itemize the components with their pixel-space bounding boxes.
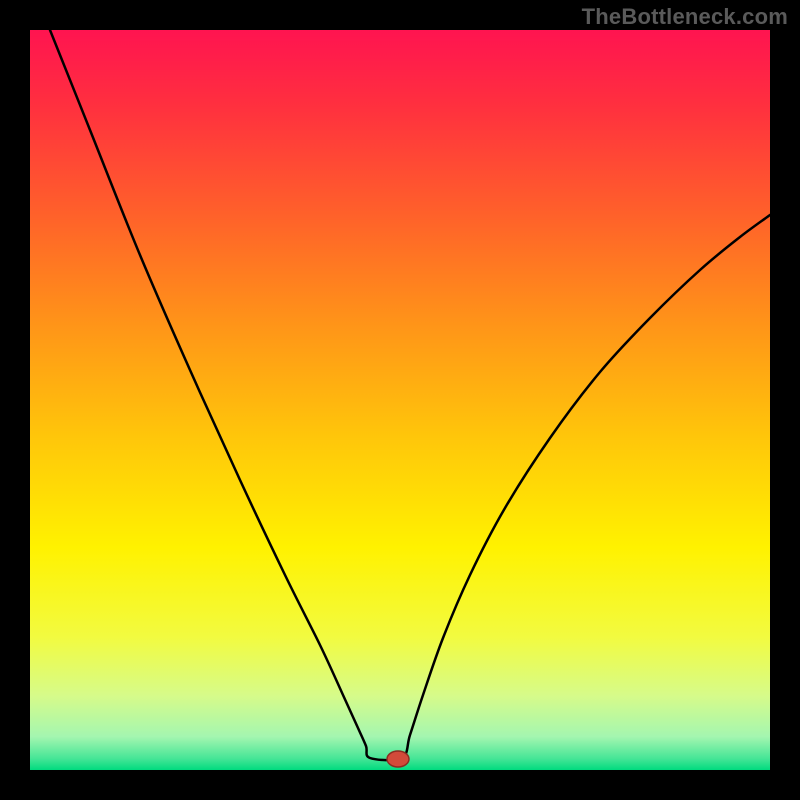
- watermark-text: TheBottleneck.com: [582, 4, 788, 30]
- chart-frame: TheBottleneck.com: [0, 0, 800, 800]
- bottleneck-curve: [30, 30, 770, 770]
- plot-area: [30, 30, 770, 770]
- minimum-marker: [387, 751, 409, 767]
